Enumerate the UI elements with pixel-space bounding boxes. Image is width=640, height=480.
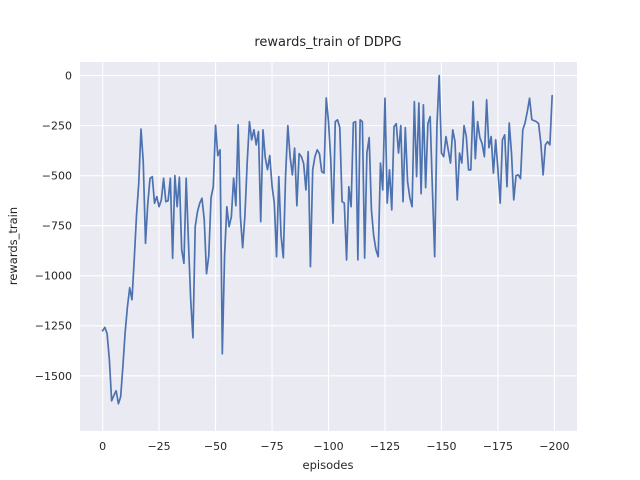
x-tick-label: −150 <box>426 440 456 453</box>
chart-title: rewards_train of DDPG <box>254 35 401 50</box>
rewards-train-line <box>101 74 553 405</box>
y-tick-label: −250 <box>42 120 72 133</box>
x-tick-label: −125 <box>370 440 400 453</box>
x-tick-label: −75 <box>260 440 283 453</box>
y-tick-label: −1000 <box>35 270 72 283</box>
y-tick-label: −750 <box>42 220 72 233</box>
y-tick-label: −500 <box>42 170 72 183</box>
x-tick-label: −25 <box>147 440 170 453</box>
x-axis-label: episodes <box>303 458 354 472</box>
x-tick-label: −200 <box>539 440 569 453</box>
x-axis-tick-labels: 0 −25 −50 −75 −100 −125 −150 −175 −200 <box>99 440 569 453</box>
y-tick-label: 0 <box>65 70 72 83</box>
y-axis-label: rewards_train <box>6 207 20 285</box>
x-tick-label: 0 <box>99 440 106 453</box>
x-tick-label: −100 <box>313 440 343 453</box>
x-tick-label: −175 <box>483 440 513 453</box>
y-axis-tick-labels: 0 −250 −500 −750 −1000 −1250 −1500 <box>35 70 72 383</box>
y-tick-label: −1250 <box>35 320 72 333</box>
x-tick-label: −50 <box>204 440 227 453</box>
y-tick-label: −1500 <box>35 370 72 383</box>
